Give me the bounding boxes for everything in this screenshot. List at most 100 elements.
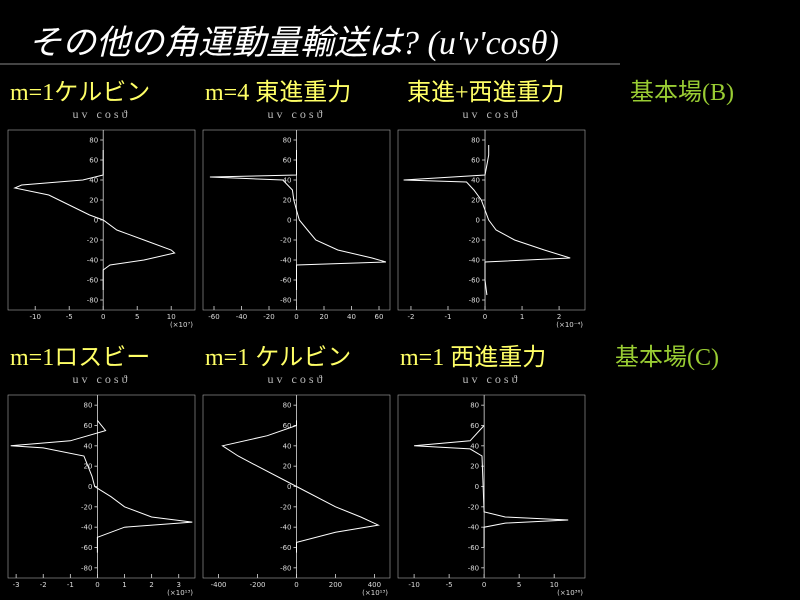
scale-label: (×10⁻⁴): [556, 321, 583, 329]
panel-header: m=4 東進重力: [205, 79, 351, 106]
profile-line: [209, 150, 387, 290]
x-tick-label: 1: [122, 581, 126, 589]
chart-subtitle: uv cosϑ: [463, 107, 521, 121]
chart-subtitle: uv cosϑ: [73, 372, 131, 386]
chart-subtitle: uv cosϑ: [268, 107, 326, 121]
x-tick-label: -400: [211, 581, 227, 589]
x-tick-label: -40: [236, 313, 247, 321]
x-tick-label: 3: [177, 581, 181, 589]
y-tick-label: -20: [81, 503, 92, 511]
x-tick-label: 0: [482, 581, 486, 589]
y-tick-label: 60: [84, 422, 93, 430]
x-tick-label: -200: [250, 581, 266, 589]
scale-label: (×10⁷): [170, 321, 193, 329]
y-tick-label: 0: [287, 483, 291, 491]
y-tick-label: 0: [88, 483, 92, 491]
scale-label: (×10¹³): [362, 589, 388, 597]
profile-line: [414, 425, 569, 548]
x-tick-label: -10: [29, 313, 40, 321]
x-tick-label: 1: [520, 313, 524, 321]
x-tick-label: -20: [263, 313, 274, 321]
x-tick-label: -60: [208, 313, 219, 321]
y-tick-label: -60: [468, 544, 479, 552]
y-tick-label: -40: [280, 524, 291, 532]
y-tick-label: -80: [469, 297, 480, 305]
y-tick-label: -60: [280, 277, 291, 285]
y-tick-label: 40: [89, 177, 98, 185]
y-tick-label: 60: [283, 422, 292, 430]
x-tick-label: 20: [320, 313, 329, 321]
x-tick-label: -2: [407, 313, 414, 321]
panel-header: 基本場(C): [615, 344, 719, 371]
x-tick-label: -1: [67, 581, 74, 589]
y-tick-label: -40: [469, 257, 480, 265]
x-tick-label: -5: [66, 313, 73, 321]
x-tick-label: 10: [550, 581, 559, 589]
profile-line: [221, 420, 380, 553]
panel-header: m=1 西進重力: [400, 344, 546, 371]
y-tick-label: -40: [468, 524, 479, 532]
x-tick-label: 200: [329, 581, 342, 589]
y-tick-label: -60: [469, 277, 480, 285]
x-tick-label: 0: [294, 581, 298, 589]
y-tick-label: -20: [468, 503, 479, 511]
y-tick-label: -20: [87, 237, 98, 245]
x-tick-label: 0: [294, 313, 298, 321]
y-tick-label: -20: [280, 237, 291, 245]
y-tick-label: -80: [81, 564, 92, 572]
y-tick-label: 20: [471, 197, 480, 205]
x-tick-label: 0: [483, 313, 487, 321]
y-tick-label: 40: [283, 177, 292, 185]
chart-subtitle: uv cosϑ: [463, 372, 521, 386]
y-tick-label: 60: [283, 157, 292, 165]
y-tick-label: -80: [87, 297, 98, 305]
slide-title: その他の角運動量輸送は? (u'v'cosθ): [28, 25, 559, 62]
y-tick-label: 80: [84, 402, 93, 410]
y-tick-label: -60: [81, 544, 92, 552]
x-tick-label: -2: [40, 581, 47, 589]
y-tick-label: -40: [81, 524, 92, 532]
plot-frame: [397, 394, 586, 579]
y-tick-label: 60: [470, 422, 479, 430]
y-tick-label: -80: [280, 564, 291, 572]
y-tick-label: 80: [283, 137, 292, 145]
x-tick-label: -5: [446, 581, 453, 589]
plot-frame: [7, 129, 196, 311]
chart-subtitle: uv cosϑ: [268, 372, 326, 386]
y-tick-label: -80: [280, 297, 291, 305]
profile-line: [403, 145, 571, 296]
plot-frame: [7, 394, 196, 579]
scale-label: (×10¹³): [167, 589, 193, 597]
profile-line: [10, 420, 193, 553]
y-tick-label: 60: [89, 157, 98, 165]
profile-line: [13, 150, 176, 290]
x-tick-label: 2: [149, 581, 153, 589]
panel-header: m=1ロスビー: [10, 344, 150, 371]
panel-header: m=1ケルビン: [10, 79, 150, 106]
x-tick-label: 0: [95, 581, 99, 589]
y-tick-label: 80: [470, 402, 479, 410]
y-tick-label: 40: [470, 442, 479, 450]
panel-header: 基本場(B): [630, 79, 734, 106]
x-tick-label: 5: [135, 313, 139, 321]
y-tick-label: -40: [280, 257, 291, 265]
x-tick-label: 400: [368, 581, 381, 589]
y-tick-label: 80: [471, 137, 480, 145]
panel-header: 東進+西進重力: [407, 79, 565, 106]
y-tick-label: 20: [470, 463, 479, 471]
x-tick-label: -10: [408, 581, 419, 589]
x-tick-label: -3: [13, 581, 20, 589]
panel-header: m=1 ケルビン: [205, 344, 351, 371]
x-tick-label: 2: [557, 313, 561, 321]
y-tick-label: 40: [84, 442, 93, 450]
x-tick-label: -1: [444, 313, 451, 321]
x-tick-label: 5: [517, 581, 521, 589]
y-tick-label: 0: [94, 217, 98, 225]
y-tick-label: 80: [89, 137, 98, 145]
x-tick-label: 10: [167, 313, 176, 321]
y-tick-label: 0: [475, 483, 479, 491]
y-tick-label: 60: [471, 157, 480, 165]
y-tick-label: -60: [280, 544, 291, 552]
